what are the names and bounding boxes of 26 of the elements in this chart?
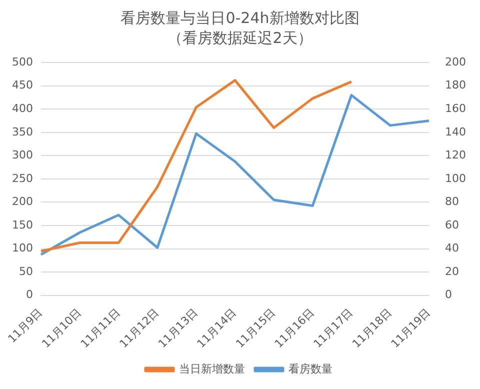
y-tick-label: 150	[12, 218, 33, 232]
y-tick-label: 500	[12, 55, 33, 68]
y2-tick-label: 80	[445, 195, 460, 208]
y2-tick-label: 180	[445, 78, 466, 92]
y2-tick-label: 160	[445, 102, 466, 115]
y2-tick-label: 40	[445, 242, 460, 255]
y2-tick-label: 20	[445, 264, 460, 278]
y-tick-label: 400	[12, 102, 33, 115]
y2-tick-label: 140	[445, 125, 466, 138]
y2-tick-label: 60	[445, 218, 460, 232]
y-tick-label: 200	[12, 195, 33, 208]
y2-tick-label: 120	[445, 148, 466, 162]
y-tick-label: 450	[12, 78, 33, 92]
y-tick-label: 350	[12, 125, 33, 138]
y-tick-label: 250	[12, 172, 33, 185]
chart-subtitle: （看房数据延迟2天）	[166, 28, 314, 48]
legend-label: 看房数量	[288, 362, 332, 376]
y2-tick-label: 0	[445, 288, 452, 302]
chart-title: 看房数量与当日0-24h新增数对比图	[120, 8, 360, 28]
y-tick-label: 100	[12, 242, 33, 255]
y2-tick-label: 100	[445, 172, 466, 185]
y-tick-label: 0	[26, 288, 33, 302]
legend-label: 当日新增数量	[179, 362, 245, 376]
y-tick-label: 300	[12, 148, 33, 162]
y2-tick-label: 200	[445, 55, 466, 68]
y-tick-label: 50	[18, 264, 33, 278]
